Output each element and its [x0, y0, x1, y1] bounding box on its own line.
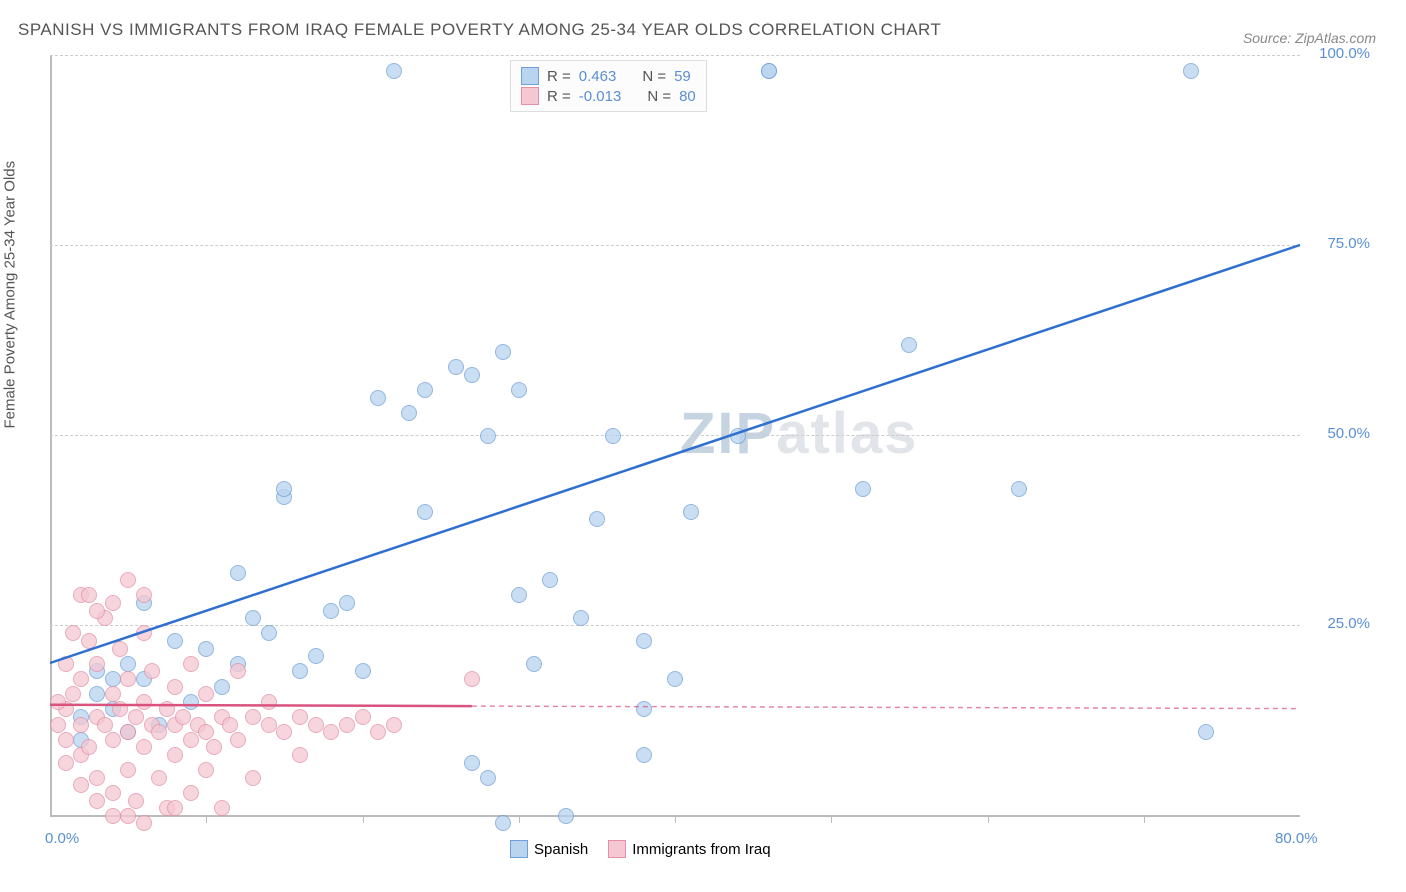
legend-label-series2: Immigrants from Iraq: [632, 841, 770, 858]
legend-label-series1: Spanish: [534, 841, 588, 858]
x-tick: [206, 815, 207, 823]
x-tick: [988, 815, 989, 823]
x-tick-label: 0.0%: [45, 830, 79, 847]
x-tick: [363, 815, 364, 823]
legend-row-series2: R = -0.013 N = 80: [521, 87, 696, 105]
legend-swatch-series2: [521, 87, 539, 105]
trendline-dashed-series2: [472, 706, 1300, 709]
legend-swatch-series1: [521, 67, 539, 85]
trendline-series1: [50, 245, 1300, 663]
n-label: N =: [647, 88, 671, 105]
y-tick-label: 100.0%: [1319, 45, 1370, 62]
y-tick-label: 75.0%: [1327, 235, 1370, 252]
source-prefix: Source:: [1243, 30, 1291, 46]
legend-item-series2: Immigrants from Iraq: [608, 840, 770, 858]
x-tick: [519, 815, 520, 823]
plot-area: 25.0%50.0%75.0%100.0%0.0%80.0%: [50, 55, 1300, 815]
r-label: R =: [547, 68, 571, 85]
legend-swatch-bottom-2: [608, 840, 626, 858]
r-value-series1: 0.463: [579, 68, 617, 85]
legend-swatch-bottom-1: [510, 840, 528, 858]
source-link[interactable]: ZipAtlas.com: [1295, 30, 1376, 46]
marker-series1: [495, 815, 511, 831]
marker-series2: [136, 815, 152, 831]
trendline-series2: [50, 705, 472, 706]
n-value-series1: 59: [674, 68, 691, 85]
series-legend: Spanish Immigrants from Iraq: [510, 840, 771, 858]
legend-row-series1: R = 0.463 N = 59: [521, 67, 696, 85]
y-tick-label: 25.0%: [1327, 615, 1370, 632]
legend-item-series1: Spanish: [510, 840, 588, 858]
chart-title: SPANISH VS IMMIGRANTS FROM IRAQ FEMALE P…: [18, 20, 941, 40]
chart-source: Source: ZipAtlas.com: [1243, 30, 1376, 46]
trend-lines: [50, 55, 1300, 815]
y-axis-label: Female Poverty Among 25-34 Year Olds: [2, 161, 19, 429]
x-tick-label: 80.0%: [1275, 830, 1318, 847]
correlation-legend: R = 0.463 N = 59 R = -0.013 N = 80: [510, 60, 707, 112]
n-value-series2: 80: [679, 88, 696, 105]
n-label: N =: [642, 68, 666, 85]
r-label: R =: [547, 88, 571, 105]
x-tick: [675, 815, 676, 823]
r-value-series2: -0.013: [579, 88, 622, 105]
correlation-chart: SPANISH VS IMMIGRANTS FROM IRAQ FEMALE P…: [0, 0, 1406, 892]
y-tick-label: 50.0%: [1327, 425, 1370, 442]
x-tick: [831, 815, 832, 823]
x-tick: [1144, 815, 1145, 823]
